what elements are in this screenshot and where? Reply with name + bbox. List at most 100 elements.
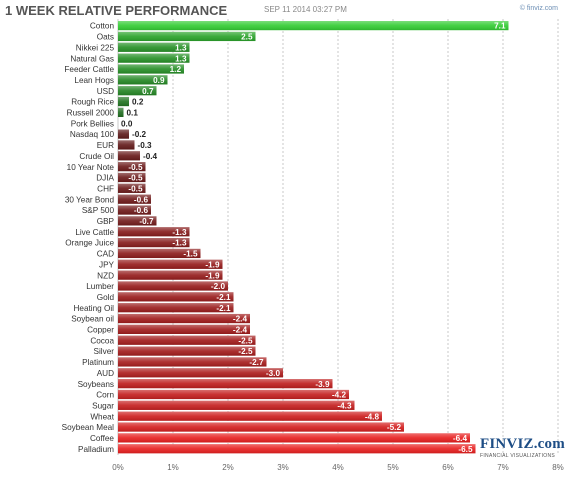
bar-gloss	[118, 433, 470, 443]
category-label: Russell 2000	[67, 109, 115, 118]
bar-gloss	[118, 227, 190, 237]
value-label: 1.2	[170, 65, 182, 74]
chart-date: SEP 11 2014 03:27 PM	[264, 5, 347, 14]
bar-gloss	[118, 444, 476, 454]
category-label: Nikkei 225	[76, 43, 115, 52]
x-axis-ticks: 0% 1% 2% 3% 4% 5% 6% 7% 8%	[112, 463, 564, 472]
value-label: 0.1	[127, 109, 139, 118]
x-tick-label: 2%	[222, 463, 234, 472]
category-label: Gold	[97, 293, 115, 302]
value-label: -2.5	[238, 336, 253, 345]
category-label: NZD	[97, 271, 114, 280]
category-label: Feeder Cattle	[64, 65, 114, 74]
bar-gloss	[118, 194, 151, 204]
value-label: -3.9	[315, 380, 330, 389]
value-label: -1.5	[183, 250, 198, 259]
value-label: -4.3	[337, 401, 352, 410]
value-label: 0.0	[121, 119, 133, 128]
grid-lines	[117, 19, 559, 455]
category-label: S&P 500	[82, 206, 115, 215]
value-label: 7.1	[494, 22, 506, 31]
value-label: -0.4	[143, 152, 158, 161]
category-label: JPY	[99, 260, 115, 269]
value-label: -0.7	[139, 217, 154, 226]
bar-gloss	[118, 368, 283, 378]
x-tick-label: 0%	[112, 463, 124, 472]
value-label: -0.5	[128, 174, 143, 183]
bar-gloss	[118, 64, 184, 74]
category-label: 30 Year Bond	[65, 195, 115, 204]
category-label: Orange Juice	[65, 239, 114, 248]
category-label: Live Cattle	[75, 228, 114, 237]
category-label: Lean Hogs	[74, 76, 114, 85]
x-tick-label: 8%	[552, 463, 564, 472]
finviz-logo[interactable]: FINVIZ.com FINANCIAL VISUALIZATIONS	[480, 436, 565, 460]
category-label: Soybeans	[78, 380, 114, 389]
bar-gloss	[118, 75, 168, 85]
bar-gloss	[118, 205, 151, 215]
bar-gloss	[118, 422, 404, 432]
value-label: -6.5	[458, 445, 473, 454]
x-tick-label: 7%	[497, 463, 509, 472]
bar-gloss	[118, 379, 333, 389]
category-label: Soybean oil	[71, 315, 114, 324]
bar-gloss	[118, 303, 234, 313]
bar-gloss	[118, 140, 135, 150]
bar-gloss	[118, 151, 140, 161]
category-label: Platinum	[82, 358, 114, 367]
value-label: -0.3	[138, 141, 153, 150]
value-label: -1.9	[205, 271, 220, 280]
value-label: -4.2	[332, 391, 347, 400]
bar-gloss	[118, 324, 250, 334]
bar-gloss	[118, 313, 250, 324]
bar-gloss	[118, 42, 190, 52]
value-label: -6.4	[453, 434, 468, 443]
value-label: -4.8	[365, 412, 380, 421]
category-label: Coffee	[90, 434, 114, 443]
bar-gloss	[118, 216, 157, 226]
value-label: -2.0	[211, 282, 226, 291]
value-label: 1.3	[175, 54, 187, 63]
bar-gloss	[118, 129, 129, 139]
category-label: Wheat	[90, 412, 114, 421]
bar-gloss	[118, 238, 190, 248]
value-label: -1.9	[205, 260, 220, 269]
value-label: -2.4	[233, 326, 248, 335]
category-label: Nasdaq 100	[70, 130, 115, 139]
bar-series	[118, 21, 509, 454]
value-label: 1.3	[175, 43, 187, 52]
x-tick-label: 1%	[167, 463, 179, 472]
category-label: Rough Rice	[71, 98, 114, 107]
value-label: 2.5	[241, 33, 253, 42]
value-label: -1.3	[172, 239, 187, 248]
value-label: -0.6	[134, 206, 149, 215]
bar-gloss	[118, 270, 223, 280]
bar-gloss	[118, 162, 146, 172]
category-label: Soybean Meal	[62, 423, 115, 432]
category-label: Sugar	[92, 401, 114, 410]
value-label: 0.9	[153, 76, 165, 85]
bar-gloss	[118, 357, 267, 367]
value-label: -0.5	[128, 163, 143, 172]
value-label: -5.2	[387, 423, 402, 432]
bar-gloss	[118, 248, 201, 259]
value-label: -2.4	[233, 315, 248, 324]
category-label: Crude Oil	[79, 152, 114, 161]
chart-title: 1 WEEK RELATIVE PERFORMANCE	[5, 3, 228, 18]
category-label: Cotton	[90, 22, 115, 31]
category-label: Palladium	[78, 445, 114, 454]
logo-main-text: FINVIZ.com	[480, 436, 565, 452]
source-link[interactable]: © finviz.com	[519, 5, 558, 12]
x-tick-label: 4%	[332, 463, 344, 472]
category-label: Copper	[87, 326, 114, 335]
category-label: 10 Year Note	[67, 163, 115, 172]
category-label: EUR	[97, 141, 114, 150]
category-label: USD	[97, 87, 114, 96]
bar-gloss	[118, 183, 146, 193]
bar-gloss	[118, 389, 349, 400]
category-label: Heating Oil	[73, 304, 114, 313]
value-label: -2.5	[238, 347, 253, 356]
value-label: -0.2	[132, 130, 147, 139]
value-label: -0.5	[128, 184, 143, 193]
